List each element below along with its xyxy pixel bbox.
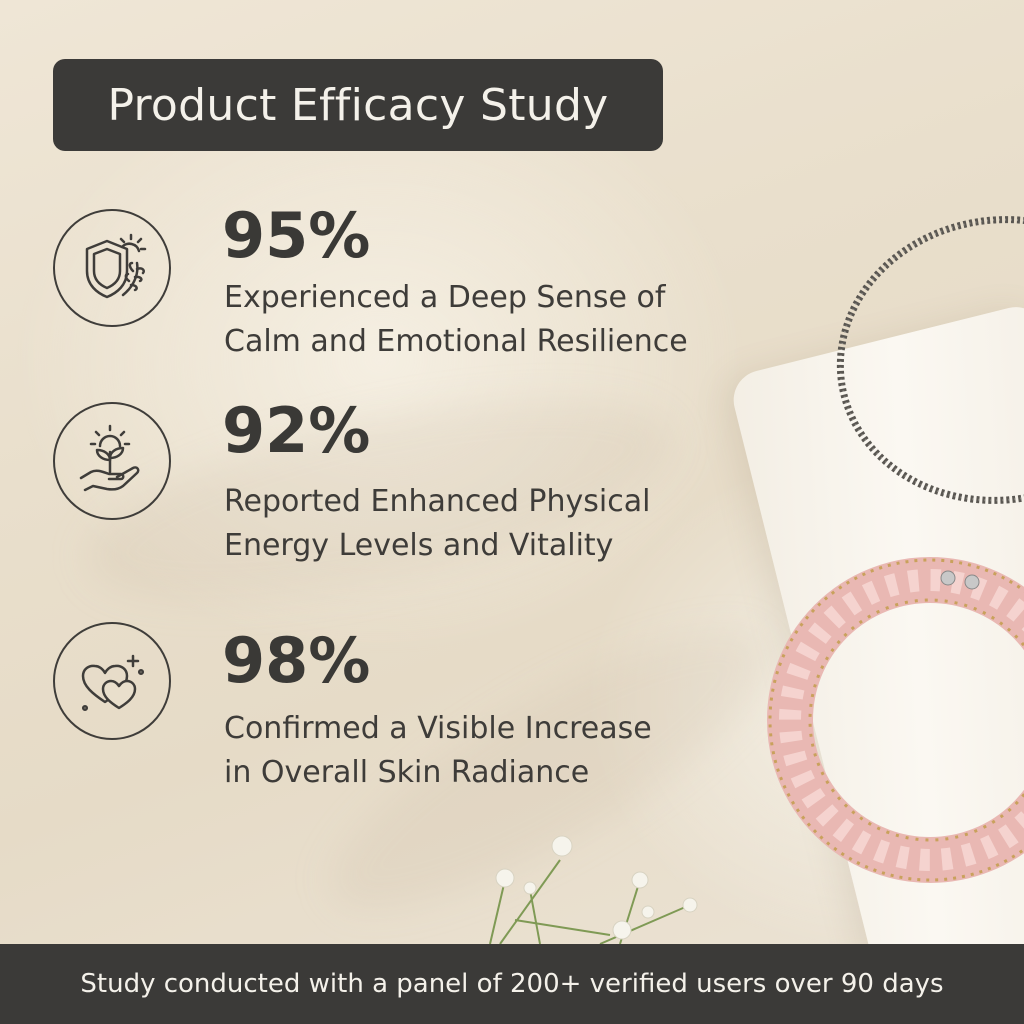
- page-title: Product Efficacy Study: [107, 79, 609, 131]
- beaded-necklace: [836, 216, 1024, 504]
- stat-value: 92%: [222, 394, 371, 467]
- hearts-sparkle-icon: [53, 622, 171, 740]
- footer-text: Study conducted with a panel of 200+ ver…: [80, 969, 944, 999]
- stat-description-line: Reported Enhanced Physical: [224, 484, 651, 519]
- title-banner: Product Efficacy Study: [53, 59, 663, 151]
- stat-description-line: Experienced a Deep Sense of: [224, 280, 666, 315]
- hand-sprout-sun-icon: [53, 402, 171, 520]
- stat-description-line: Calm and Emotional Resilience: [224, 324, 688, 359]
- stat-description-line: Confirmed a Visible Increase: [224, 711, 652, 746]
- rose-quartz-bracelet: [767, 557, 1024, 883]
- stat-description: Reported Enhanced Physical Energy Levels…: [224, 480, 784, 568]
- stat-description: Experienced a Deep Sense of Calm and Emo…: [224, 276, 784, 364]
- footer-banner: Study conducted with a panel of 200+ ver…: [0, 944, 1024, 1024]
- stat-description-line: Energy Levels and Vitality: [224, 528, 614, 563]
- stat-description: Confirmed a Visible Increase in Overall …: [224, 707, 784, 795]
- stat-description-line: in Overall Skin Radiance: [224, 755, 590, 790]
- babys-breath-flowers: [489, 859, 691, 945]
- stat-value: 98%: [222, 624, 371, 697]
- stat-value: 95%: [222, 199, 371, 272]
- shield-sun-leaf-icon: [53, 209, 171, 327]
